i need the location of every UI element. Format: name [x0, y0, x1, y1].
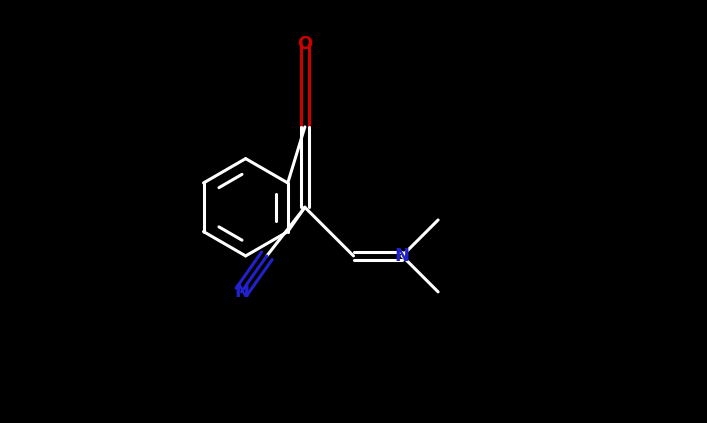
Text: N: N	[395, 247, 409, 265]
Text: O: O	[297, 36, 312, 53]
Text: N: N	[234, 283, 249, 301]
